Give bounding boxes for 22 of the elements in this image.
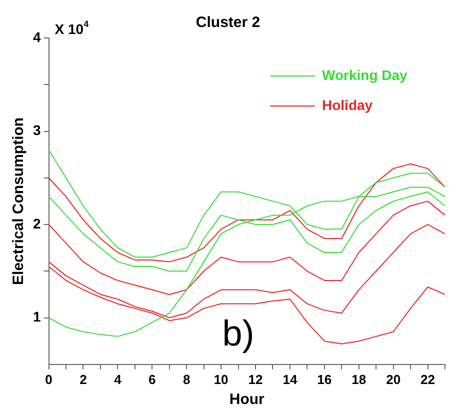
x-tick-label: 12 (248, 372, 263, 387)
x-tick-label: 16 (317, 372, 332, 387)
x-tick-label: 10 (214, 372, 228, 387)
chart-title: Cluster 2 (196, 14, 260, 32)
x-tick-label: 20 (386, 372, 401, 387)
y-tick-label: 3 (32, 122, 41, 138)
y-axis-title: Electrical Consumption (10, 117, 28, 285)
x-tick-label: 22 (420, 372, 436, 387)
x-tick-label: 2 (80, 372, 87, 387)
x-tick-label: 14 (282, 372, 298, 387)
x-tick-label: 0 (45, 372, 52, 387)
x-tick-label: 8 (182, 372, 190, 387)
y-tick-label: 4 (32, 28, 41, 45)
annotation: b) (222, 312, 254, 354)
x-tick-label: 4 (114, 372, 122, 387)
y-tick-label: 1 (32, 308, 41, 325)
x-tick-label: 6 (148, 372, 156, 387)
y-tick-label: 2 (32, 215, 41, 232)
x-axis-title: Hour (229, 391, 265, 408)
legend-label: Holiday (322, 96, 373, 113)
x-tick-label: 18 (352, 372, 366, 387)
legend-label: Working Day (322, 66, 408, 83)
